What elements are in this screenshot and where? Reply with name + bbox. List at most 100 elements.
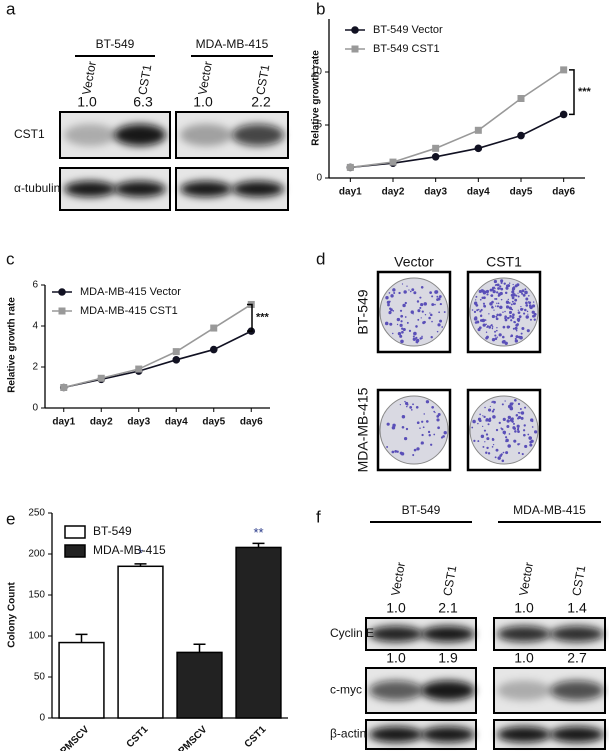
colony	[511, 402, 514, 405]
colony	[415, 338, 420, 343]
colony	[410, 409, 413, 411]
colony	[504, 341, 508, 345]
colony	[491, 288, 494, 291]
colony	[508, 302, 511, 304]
colony	[512, 327, 515, 330]
y-tick-label: 10	[311, 67, 323, 78]
colony	[527, 313, 529, 315]
colony	[509, 314, 512, 318]
colony	[523, 433, 526, 437]
colony	[479, 413, 481, 416]
colony	[514, 398, 517, 402]
colony	[529, 440, 533, 444]
colony	[485, 419, 488, 422]
colony	[505, 436, 508, 439]
marker	[60, 384, 68, 391]
colony	[491, 437, 494, 440]
colony	[514, 326, 518, 330]
band	[64, 181, 116, 197]
colony	[421, 310, 424, 313]
colony	[496, 291, 499, 294]
colony	[486, 437, 490, 441]
y-axis-title: Relative growth rate	[311, 50, 322, 146]
row-label: β-actin	[330, 727, 366, 741]
colony	[386, 422, 390, 426]
colony	[506, 419, 510, 423]
colony	[507, 404, 512, 409]
row-label: Cyclin E	[330, 626, 374, 640]
x-tick-label: day6	[552, 187, 575, 198]
colony	[408, 329, 412, 332]
colony	[491, 446, 494, 448]
colony	[516, 428, 520, 431]
colony	[387, 303, 390, 307]
colony	[482, 445, 485, 448]
ratio: 6.3	[133, 94, 153, 110]
colony	[522, 289, 524, 292]
ratio: 1.9	[438, 650, 458, 666]
colony	[400, 339, 404, 344]
colony	[511, 290, 515, 294]
colony	[517, 402, 521, 406]
colony	[497, 456, 501, 460]
colony	[481, 318, 486, 323]
colony	[510, 335, 512, 338]
legend-label: BT-549	[93, 524, 132, 538]
colony	[509, 317, 511, 319]
band	[369, 726, 423, 743]
colony	[400, 314, 404, 318]
colony	[476, 309, 479, 312]
colony	[439, 302, 442, 306]
legend-swatch	[64, 544, 86, 558]
colony	[499, 291, 503, 296]
x-tick-label: CST1	[243, 724, 269, 750]
y-tick-label: 6	[32, 280, 38, 291]
colony	[390, 294, 394, 298]
group-title: MDA-MB-415	[196, 37, 269, 51]
colony	[492, 408, 495, 411]
colony	[471, 309, 474, 311]
colony	[502, 325, 506, 329]
colony	[388, 292, 391, 294]
colony	[496, 305, 499, 308]
colony	[529, 305, 533, 310]
colony	[412, 313, 414, 315]
ratio: 2.1	[438, 600, 458, 616]
colony	[439, 319, 443, 323]
colony	[504, 317, 507, 320]
colony	[401, 425, 405, 429]
colony	[404, 400, 406, 403]
colony	[494, 330, 496, 333]
bar	[176, 651, 223, 719]
colony	[438, 295, 442, 298]
plate-frame	[376, 388, 452, 472]
legend-label: MDA-MB-415 Vector	[80, 286, 181, 298]
colony	[483, 304, 486, 308]
colony	[514, 298, 518, 302]
colony	[513, 427, 516, 430]
colony	[523, 312, 526, 315]
colony	[502, 311, 504, 313]
colony	[430, 443, 433, 446]
colony	[436, 418, 440, 422]
annotation: ***	[578, 86, 592, 98]
colony	[412, 403, 414, 406]
colony	[531, 304, 536, 308]
colony	[399, 404, 401, 406]
colony	[524, 288, 527, 291]
colony	[405, 427, 409, 431]
colony	[492, 415, 496, 419]
colony	[484, 319, 487, 321]
lane-label: Vector	[388, 561, 408, 597]
panel-label: c	[6, 249, 15, 268]
x-tick-label: day5	[202, 417, 225, 428]
ratio: 1.0	[77, 94, 97, 110]
colony	[433, 410, 436, 413]
colony	[401, 283, 404, 285]
colony	[516, 323, 519, 326]
colony	[517, 311, 521, 315]
colony	[500, 279, 504, 283]
colony	[406, 321, 409, 324]
marker	[58, 288, 66, 296]
blot-frame	[59, 111, 171, 159]
